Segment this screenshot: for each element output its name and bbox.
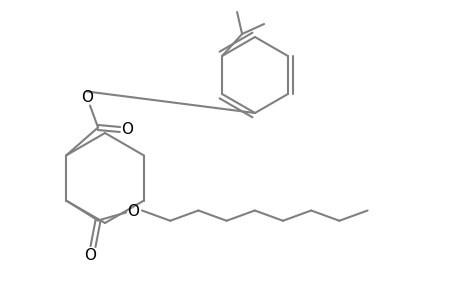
Text: O: O: [127, 204, 139, 219]
Text: O: O: [84, 248, 96, 263]
Text: O: O: [121, 122, 133, 137]
Text: O: O: [81, 90, 93, 105]
